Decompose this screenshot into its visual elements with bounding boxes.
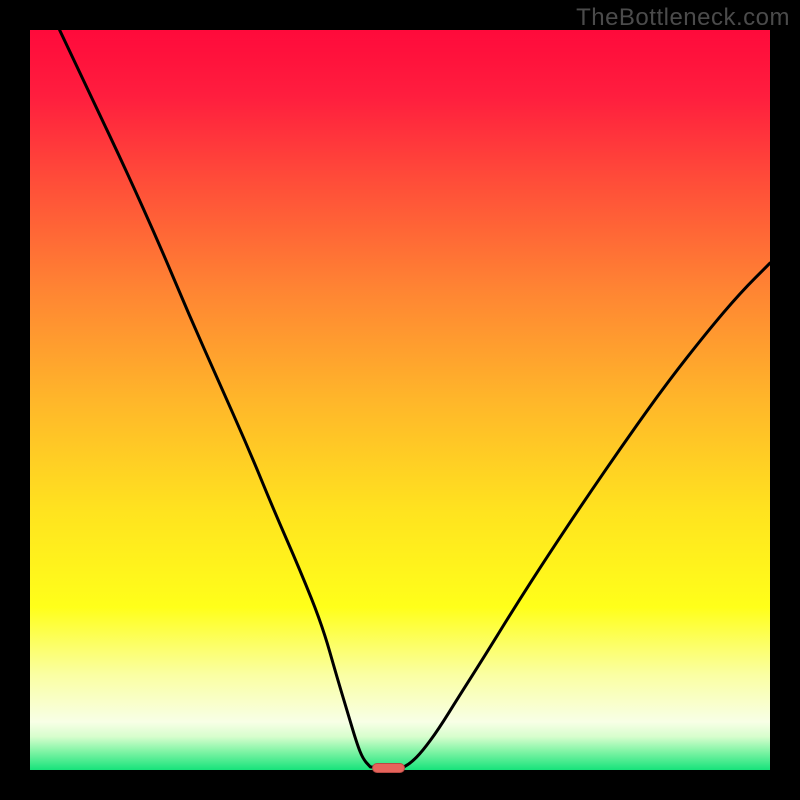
bottleneck-curve xyxy=(30,30,770,770)
watermark-text: TheBottleneck.com xyxy=(576,0,800,32)
plot-area xyxy=(30,30,770,770)
minimum-marker xyxy=(372,763,405,774)
chart-frame: TheBottleneck.com xyxy=(0,0,800,800)
curve-path xyxy=(60,30,770,767)
